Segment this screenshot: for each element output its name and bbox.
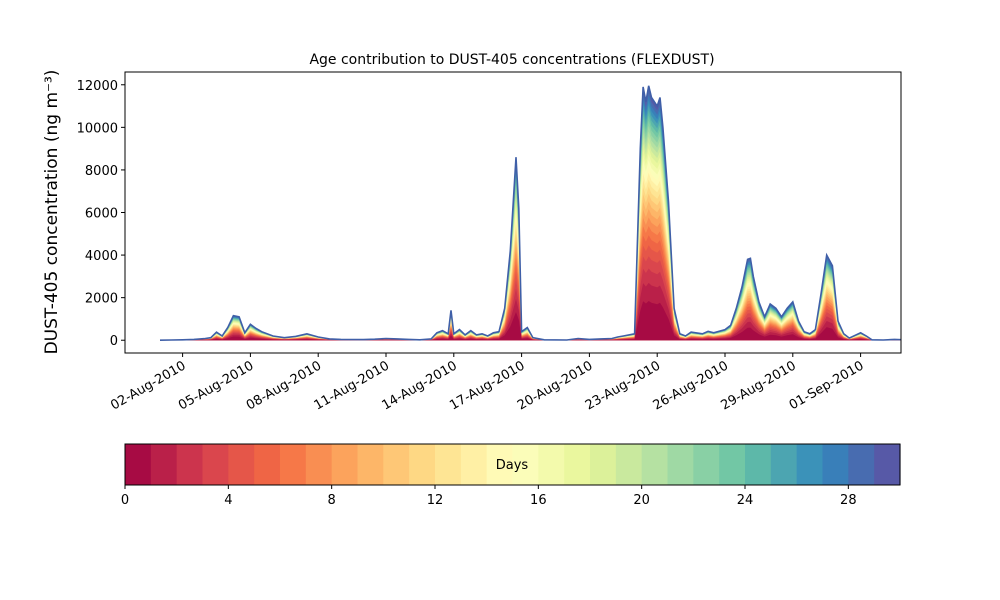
colorbar-cell bbox=[512, 444, 539, 485]
colorbar-cell bbox=[538, 444, 565, 485]
age-band-day-14 bbox=[160, 166, 901, 341]
age-band-day-3 bbox=[160, 256, 901, 341]
y-tick-label: 0 bbox=[110, 334, 118, 349]
colorbar-cell bbox=[615, 444, 643, 485]
colorbar-cell bbox=[305, 444, 333, 485]
y-tick-label: 12000 bbox=[77, 79, 118, 94]
colorbar-cell bbox=[822, 444, 849, 485]
colorbar-cell bbox=[150, 444, 178, 485]
colorbar-tick-label: 8 bbox=[328, 493, 336, 508]
colorbar-cell bbox=[409, 444, 436, 485]
y-tick-label: 10000 bbox=[77, 121, 118, 136]
y-axis: 0 2000 4000 6000 8000 10000 12000 bbox=[77, 79, 125, 349]
colorbar-tick-label: 0 bbox=[121, 493, 129, 508]
age-band-day-6 bbox=[160, 226, 901, 341]
colorbar-tick-label: 12 bbox=[427, 493, 444, 508]
colorbar-cell bbox=[874, 444, 901, 485]
age-band-day-5 bbox=[160, 235, 901, 341]
age-band-day-24 bbox=[160, 110, 901, 341]
age-band-day-13 bbox=[160, 172, 901, 341]
colorbar-tick-label: 28 bbox=[840, 493, 857, 508]
colorbar-tick-label: 16 bbox=[530, 493, 547, 508]
age-band-day-25 bbox=[160, 105, 901, 341]
y-tick-label: 2000 bbox=[85, 292, 118, 307]
colorbar-tick-label: 24 bbox=[737, 493, 754, 508]
colorbar-cell bbox=[331, 444, 359, 485]
y-tick-label: 6000 bbox=[85, 207, 118, 222]
colorbar-cell bbox=[357, 444, 384, 485]
age-band-day-8 bbox=[160, 209, 901, 341]
x-tick-label: 29-Aug-2010 bbox=[718, 358, 798, 413]
age-band-day-29 bbox=[160, 85, 901, 341]
age-band-day-26 bbox=[160, 100, 901, 341]
age-band-day-18 bbox=[160, 142, 901, 341]
x-tick-label: 01-Sep-2010 bbox=[787, 358, 867, 413]
x-tick-label: 14-Aug-2010 bbox=[379, 358, 459, 413]
colorbar-cell bbox=[848, 444, 875, 485]
colorbar-frame bbox=[124, 443, 901, 486]
age-band-day-15 bbox=[160, 160, 901, 341]
colorbar-cell bbox=[125, 444, 152, 485]
x-tick-label: 05-Aug-2010 bbox=[176, 358, 256, 413]
age-band-day-21 bbox=[160, 125, 901, 341]
x-tick-label: 26-Aug-2010 bbox=[651, 358, 731, 413]
x-tick-label: 11-Aug-2010 bbox=[312, 358, 392, 413]
colorbar-tick-label: 4 bbox=[224, 493, 232, 508]
colorbar-cell bbox=[693, 444, 720, 485]
chart-title: Age contribution to DUST-405 concentrati… bbox=[309, 52, 714, 68]
colorbar-cell bbox=[254, 444, 281, 485]
y-axis-label: DUST-405 concentration (ng m⁻³) bbox=[42, 70, 62, 355]
colorbar-cell bbox=[745, 444, 772, 485]
age-band-day-19 bbox=[160, 136, 901, 341]
age-band-day-12 bbox=[160, 179, 901, 341]
colorbar-cell bbox=[590, 444, 617, 485]
age-band-day-23 bbox=[160, 115, 901, 341]
age-band-day-7 bbox=[160, 217, 901, 341]
age-band-day-16 bbox=[160, 154, 901, 341]
colorbar-cell bbox=[564, 444, 591, 485]
colorbar-cell bbox=[280, 444, 307, 485]
colorbar-cell bbox=[435, 444, 462, 485]
colorbar-cell bbox=[667, 444, 694, 485]
colorbar-cell bbox=[486, 444, 514, 485]
x-tick-label: 02-Aug-2010 bbox=[108, 358, 188, 413]
x-tick-label: 20-Aug-2010 bbox=[515, 358, 595, 413]
total-concentration-line bbox=[159, 85, 901, 341]
colorbar-cell bbox=[176, 444, 204, 485]
x-tick-label: 23-Aug-2010 bbox=[583, 358, 663, 413]
age-band-day-9 bbox=[160, 201, 901, 341]
colorbar-cell bbox=[202, 444, 229, 485]
colorbar-cell bbox=[719, 444, 746, 485]
age-area-layers bbox=[160, 85, 901, 341]
age-band-day-10 bbox=[160, 193, 901, 341]
colorbar-cell bbox=[228, 444, 255, 485]
colorbar-label: Days bbox=[496, 458, 529, 473]
age-band-day-28 bbox=[160, 90, 901, 341]
age-band-day-17 bbox=[160, 148, 901, 341]
x-tick-label: 08-Aug-2010 bbox=[244, 358, 324, 413]
age-band-day-27 bbox=[160, 95, 901, 341]
colorbar-cell bbox=[796, 444, 824, 485]
y-tick-label: 8000 bbox=[85, 164, 118, 179]
colorbar-cell bbox=[383, 444, 410, 485]
age-band-day-11 bbox=[160, 186, 901, 341]
age-band-day-4 bbox=[160, 245, 901, 341]
colorbar: 0 4 8 12 16 20 24 28 bbox=[121, 443, 901, 508]
age-band-day-20 bbox=[160, 131, 901, 341]
x-axis: 02-Aug-201005-Aug-201008-Aug-201011-Aug-… bbox=[108, 353, 867, 414]
x-tick-label: 17-Aug-2010 bbox=[447, 358, 527, 413]
age-band-day-22 bbox=[160, 120, 901, 341]
colorbar-cell bbox=[641, 444, 669, 485]
colorbar-tick-label: 20 bbox=[633, 493, 650, 508]
colorbar-cell bbox=[770, 444, 798, 485]
age-band-day-0 bbox=[160, 301, 901, 341]
colorbar-cell bbox=[460, 444, 488, 485]
y-tick-label: 4000 bbox=[85, 249, 118, 264]
